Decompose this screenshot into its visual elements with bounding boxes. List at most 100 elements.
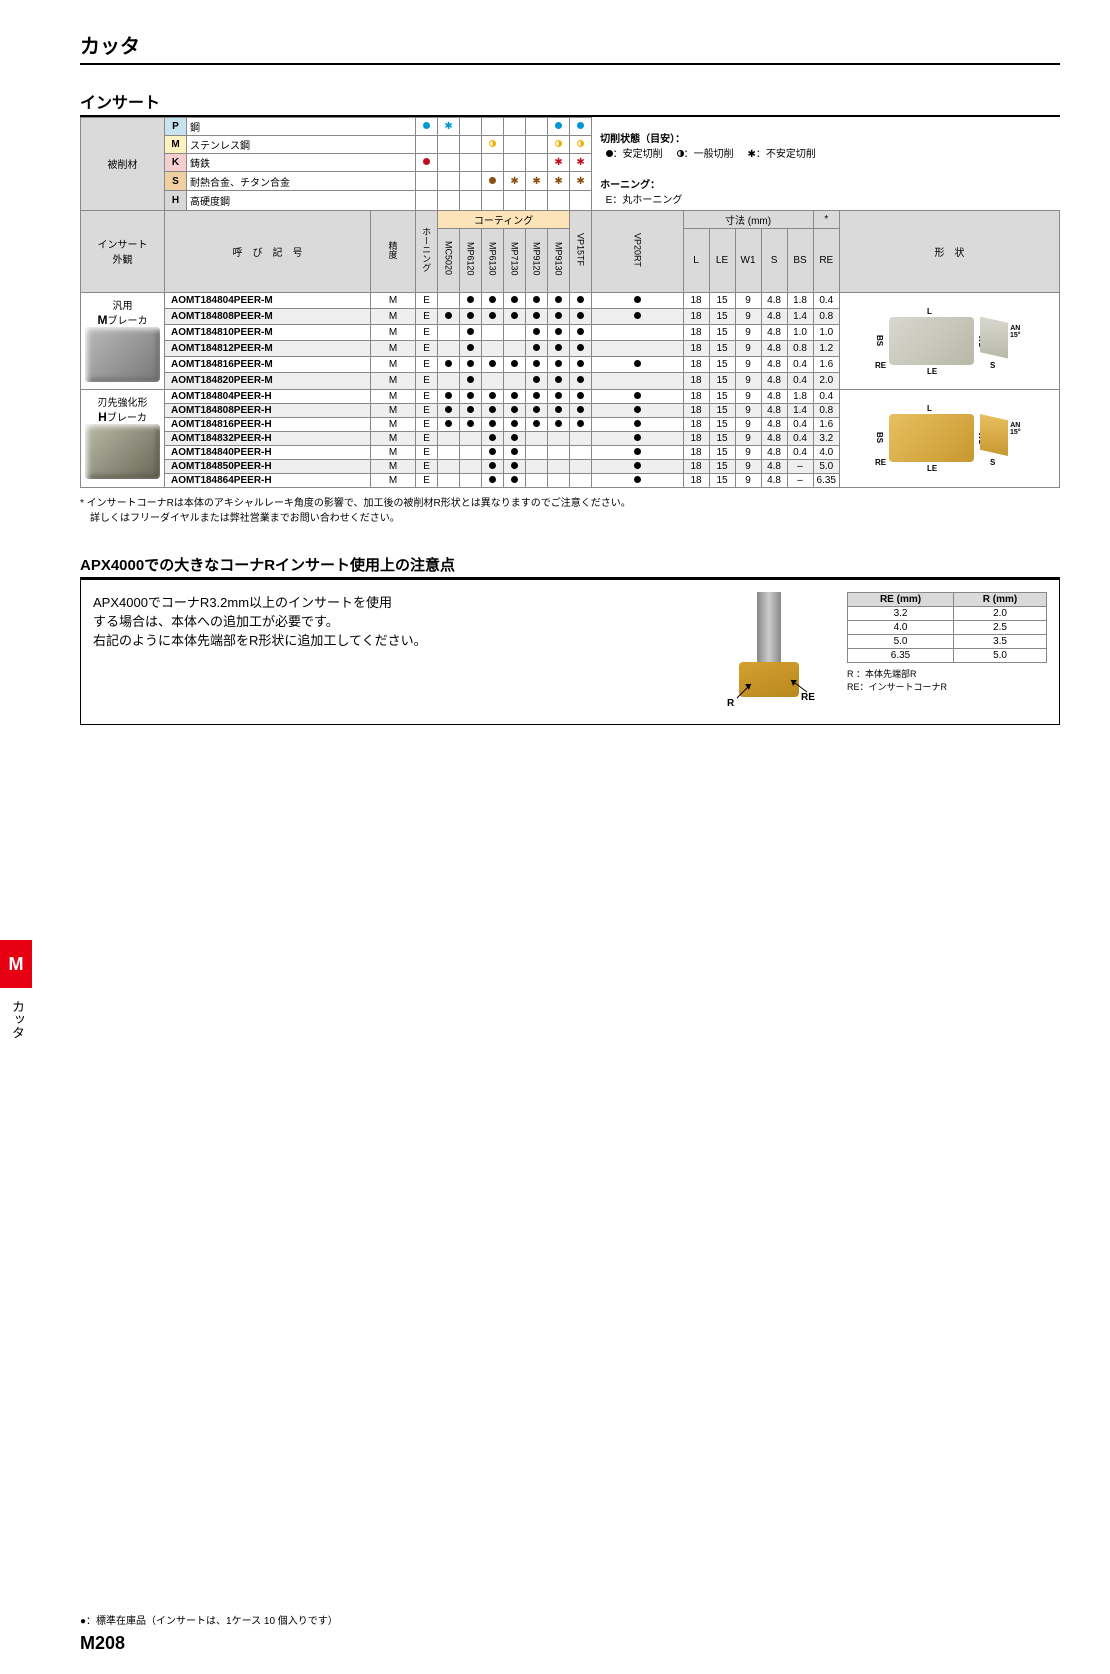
subtitle: インサート [80, 89, 1060, 117]
mat-mark [416, 154, 438, 172]
grade-mark [570, 403, 592, 417]
mat-mark [526, 191, 548, 210]
dim-val: 18 [683, 389, 709, 403]
dim-val: 9 [735, 292, 761, 308]
grade-mark [460, 403, 482, 417]
grade-mark [438, 357, 460, 373]
dim-val: 4.8 [761, 373, 787, 389]
precision: M [370, 340, 415, 356]
grade-mark [570, 308, 592, 324]
dim-val: 9 [735, 445, 761, 459]
grade-mark [504, 417, 526, 431]
precision: M [370, 417, 415, 431]
dim-val: 0.4 [787, 445, 813, 459]
dim-val: 0.8 [813, 308, 839, 324]
dim-val: 4.0 [813, 445, 839, 459]
r-val: 5.0 [954, 648, 1047, 662]
grade-mark [460, 292, 482, 308]
mat-mark [482, 118, 504, 136]
grade-mark [526, 403, 548, 417]
grade-mark [438, 389, 460, 403]
mat-mark [460, 118, 482, 136]
grade-mark [504, 357, 526, 373]
dim-val: 9 [735, 324, 761, 340]
dim-val: 4.8 [761, 292, 787, 308]
side-tab: M [0, 940, 32, 988]
tool-diagram: R RE [709, 592, 829, 712]
hdr-star: * [813, 210, 839, 228]
mat-mark [570, 191, 592, 210]
mat-code: S [165, 172, 187, 191]
dim-val: 18 [683, 431, 709, 445]
designation: AOMT184820PEER-M [165, 373, 371, 389]
dim-val: 15 [709, 292, 735, 308]
table-note: * インサートコーナRは本体のアキシャルレーキ角度の影響で、加工後の被削材R形状… [80, 494, 1060, 524]
mat-mark [460, 136, 482, 154]
honing: E [416, 308, 438, 324]
mat-label: 高硬度鋼 [187, 191, 416, 210]
dim-val: 0.4 [813, 292, 839, 308]
grade-mark [438, 445, 460, 459]
dim-val: 18 [683, 308, 709, 324]
grade-mark [526, 373, 548, 389]
dim-val: 15 [709, 340, 735, 356]
precision: M [370, 473, 415, 487]
grade-mark [570, 459, 592, 473]
mat-mark [504, 154, 526, 172]
grade-mark [592, 389, 683, 403]
grade-mark [526, 445, 548, 459]
dim-val: 0.8 [813, 403, 839, 417]
r-val: 6.35 [848, 648, 954, 662]
dim-val: 18 [683, 417, 709, 431]
dim-val: 15 [709, 357, 735, 373]
grade-mark [570, 389, 592, 403]
honing: E [416, 357, 438, 373]
hdr-appearance: インサート外観 [81, 210, 165, 292]
group-cell: 刃先強化形 Hブレーカ [81, 389, 165, 487]
mat-code: M [165, 136, 187, 154]
dim-val: 4.8 [761, 340, 787, 356]
grade-mark [592, 403, 683, 417]
dim-val: 9 [735, 340, 761, 356]
hdr-coating: コーティング [438, 210, 570, 228]
grade-mark [460, 389, 482, 403]
grade-mark [504, 403, 526, 417]
mat-mark [548, 118, 570, 136]
grade-mark [504, 389, 526, 403]
grade-mark [548, 389, 570, 403]
grade-mark [460, 417, 482, 431]
grade-mark [570, 357, 592, 373]
dim-val: 15 [709, 445, 735, 459]
dim-val: 9 [735, 389, 761, 403]
shape-cell: L BS RE LE W1 S AN 15° [840, 292, 1060, 389]
grade-mark [460, 324, 482, 340]
grade-mark [548, 373, 570, 389]
r-val: 3.2 [848, 606, 954, 620]
dim-val: 9 [735, 373, 761, 389]
section2-text: APX4000でコーナR3.2mm以上のインサートを使用する場合は、本体への追加… [93, 592, 691, 649]
precision: M [370, 403, 415, 417]
mat-mark [416, 136, 438, 154]
hdr-grade: MP9130 [548, 228, 570, 292]
r-note2: RE：インサートコーナR [847, 680, 1047, 693]
dim-val: 1.8 [787, 292, 813, 308]
hdr-dim: BS [787, 228, 813, 292]
mat-mark [570, 136, 592, 154]
grade-mark [482, 357, 504, 373]
grade-mark [460, 445, 482, 459]
grade-mark [548, 473, 570, 487]
mat-mark [548, 191, 570, 210]
dim-val: 1.4 [787, 403, 813, 417]
honing: E [416, 431, 438, 445]
grade-mark [548, 292, 570, 308]
dim-val: 4.8 [761, 445, 787, 459]
grade-mark [592, 340, 683, 356]
dim-val: 4.8 [761, 459, 787, 473]
dim-val: 15 [709, 431, 735, 445]
side-label: カッタ [8, 1000, 27, 1039]
dim-val: 15 [709, 417, 735, 431]
hdr-grade: VP15TF [570, 210, 592, 292]
dim-val: 0.4 [787, 373, 813, 389]
grade-mark [482, 389, 504, 403]
main-table: 被削材P鋼✱ 切削状態（目安）： ：安定切削 ：一般切削 ✱：不安定切削 Mステ… [80, 117, 1060, 488]
